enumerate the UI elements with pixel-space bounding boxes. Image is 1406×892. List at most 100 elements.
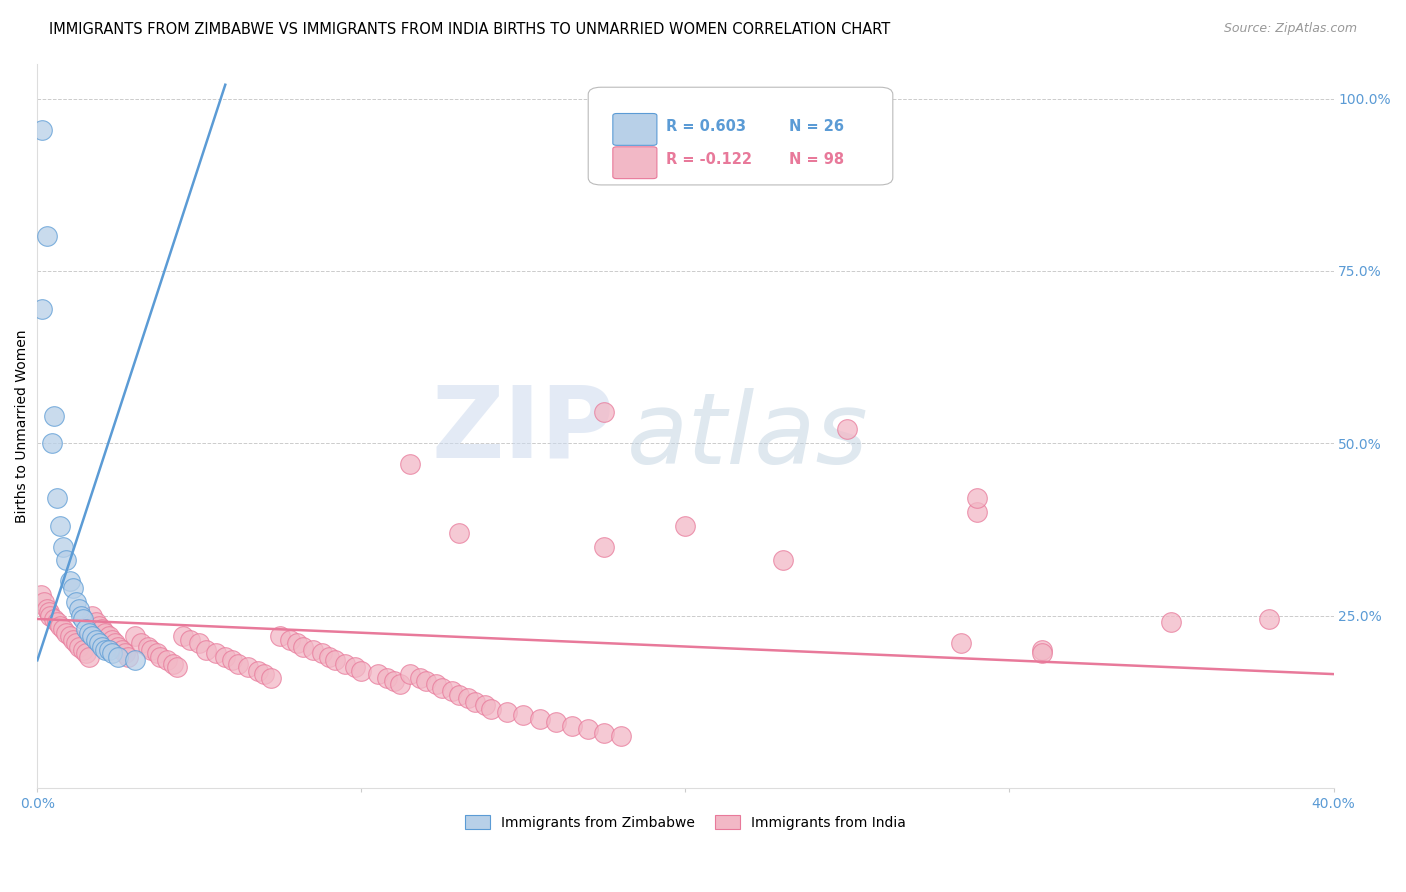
Point [38, 605, 60, 619]
Point [311, 647, 333, 661]
Point [367, 667, 389, 681]
FancyBboxPatch shape [613, 113, 657, 145]
Point [55, 553, 77, 567]
Point [62, 581, 84, 595]
Point [149, 649, 172, 664]
Point [75, 647, 97, 661]
Point [97, 643, 120, 657]
Point [179, 632, 201, 647]
Point [101, 647, 124, 661]
Point [52, 540, 75, 554]
Point [236, 660, 259, 674]
Point [1031, 643, 1053, 657]
Point [837, 422, 859, 436]
Point [194, 643, 217, 657]
Point [447, 688, 470, 702]
Point [512, 708, 534, 723]
Point [107, 640, 129, 654]
Point [69, 640, 91, 654]
Point [496, 705, 519, 719]
Point [69, 601, 91, 615]
Text: R = 0.603: R = 0.603 [666, 119, 747, 134]
Point [576, 723, 599, 737]
Point [59, 629, 82, 643]
Point [91, 622, 114, 636]
Point [72, 643, 94, 657]
Point [75, 622, 97, 636]
Point [1257, 612, 1279, 626]
FancyBboxPatch shape [588, 87, 893, 185]
Text: R = -0.122: R = -0.122 [666, 152, 752, 167]
Point [609, 729, 631, 743]
Y-axis label: Births to Unmarried Women: Births to Unmarried Women [15, 329, 30, 523]
Point [124, 629, 146, 643]
Text: ZIP: ZIP [432, 381, 614, 478]
Point [479, 701, 502, 715]
Point [464, 695, 486, 709]
Point [214, 649, 236, 664]
Point [107, 649, 129, 664]
Point [124, 653, 146, 667]
Point [259, 671, 281, 685]
Point [101, 632, 124, 647]
Point [544, 715, 567, 730]
Point [966, 505, 988, 519]
Point [42, 612, 65, 626]
Point [389, 677, 412, 691]
Point [62, 632, 84, 647]
Point [77, 649, 100, 664]
Point [425, 677, 447, 691]
Point [335, 657, 357, 671]
Point [561, 719, 583, 733]
Point [246, 664, 269, 678]
Point [1031, 647, 1053, 661]
Point [117, 649, 139, 664]
Text: N = 98: N = 98 [789, 152, 844, 167]
Text: IMMIGRANTS FROM ZIMBABWE VS IMMIGRANTS FROM INDIA BIRTHS TO UNMARRIED WOMEN CORR: IMMIGRANTS FROM ZIMBABWE VS IMMIGRANTS F… [49, 22, 890, 37]
Point [87, 636, 110, 650]
Point [673, 519, 696, 533]
Point [325, 653, 347, 667]
Point [285, 636, 308, 650]
Legend: Immigrants from Zimbabwe, Immigrants from India: Immigrants from Zimbabwe, Immigrants fro… [458, 809, 912, 835]
Point [70, 608, 93, 623]
Point [301, 643, 323, 657]
Point [84, 615, 107, 630]
Point [415, 673, 437, 688]
Point [49, 519, 72, 533]
Point [949, 636, 972, 650]
Text: Source: ZipAtlas.com: Source: ZipAtlas.com [1223, 22, 1357, 36]
Point [966, 491, 988, 506]
Point [104, 636, 127, 650]
Point [188, 636, 211, 650]
Point [31, 301, 53, 316]
Point [110, 643, 132, 657]
Point [447, 525, 470, 540]
Point [772, 553, 794, 567]
Point [593, 725, 616, 739]
Point [441, 684, 464, 698]
Point [1160, 615, 1182, 630]
Point [32, 595, 55, 609]
Point [343, 660, 366, 674]
Text: N = 26: N = 26 [789, 119, 844, 134]
Point [35, 229, 58, 244]
Point [94, 643, 117, 657]
Point [114, 647, 136, 661]
Point [375, 671, 398, 685]
Point [432, 681, 454, 695]
Point [91, 640, 114, 654]
Point [278, 632, 301, 647]
Point [593, 405, 616, 419]
Point [129, 636, 152, 650]
Point [409, 671, 432, 685]
Point [269, 629, 291, 643]
Point [72, 612, 94, 626]
Point [162, 657, 184, 671]
Point [65, 595, 87, 609]
Point [30, 588, 52, 602]
Point [204, 647, 226, 661]
FancyBboxPatch shape [613, 147, 657, 178]
Point [42, 409, 65, 423]
Point [52, 622, 75, 636]
